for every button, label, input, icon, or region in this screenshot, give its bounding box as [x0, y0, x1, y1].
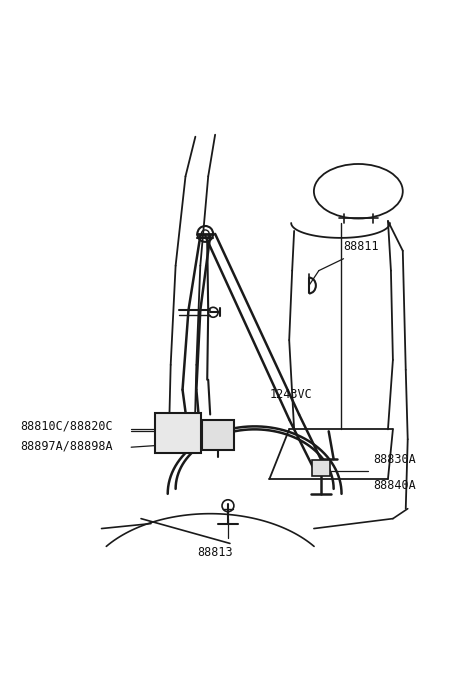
Text: 88830A: 88830A	[373, 453, 416, 466]
Text: 88840A: 88840A	[373, 479, 416, 492]
Text: 88811: 88811	[343, 239, 379, 253]
FancyBboxPatch shape	[202, 420, 234, 450]
Text: 88897A/88898A: 88897A/88898A	[21, 440, 113, 452]
FancyBboxPatch shape	[155, 413, 201, 453]
FancyBboxPatch shape	[312, 460, 330, 476]
Text: 88813: 88813	[197, 546, 233, 560]
Text: 1243VC: 1243VC	[270, 388, 312, 401]
Text: 88810C/88820C: 88810C/88820C	[21, 420, 113, 433]
